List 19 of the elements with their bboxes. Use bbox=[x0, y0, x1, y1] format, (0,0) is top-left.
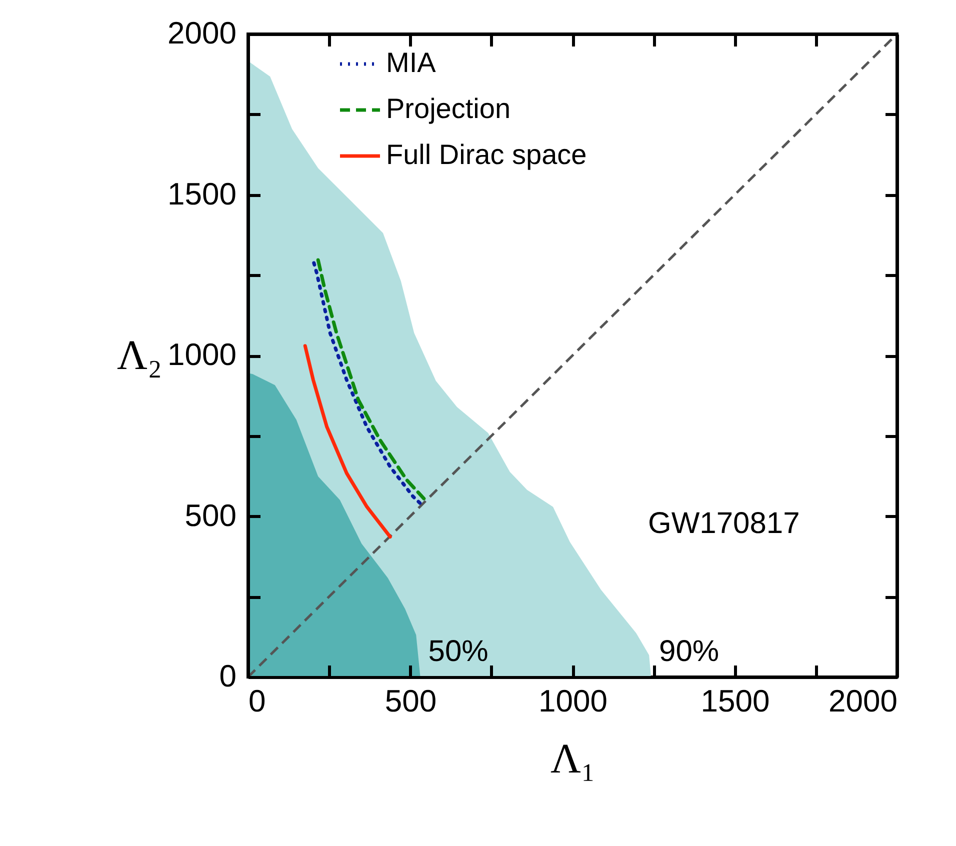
y-tick-label: 1000 bbox=[168, 337, 236, 372]
line-series bbox=[303, 344, 392, 539]
y-tick-label: 2000 bbox=[168, 16, 236, 50]
x-tick-label: 500 bbox=[384, 684, 437, 718]
legend-label: MIA bbox=[386, 47, 436, 78]
y-tick-label: 1500 bbox=[168, 176, 236, 212]
legend-label: Full Dirac space bbox=[386, 139, 587, 170]
x-tick-label: 2000 bbox=[828, 684, 898, 718]
y-axis-title: Λ₂ bbox=[116, 333, 162, 379]
x-tick-label: 0 bbox=[248, 684, 266, 718]
y-tick-label: 0 bbox=[219, 658, 236, 694]
x-axis-title: Λ₁ bbox=[550, 736, 596, 782]
y-tick-label: 500 bbox=[184, 498, 236, 533]
annotation: GW170817 bbox=[648, 507, 800, 540]
x-tick-label: 1500 bbox=[700, 684, 770, 718]
series-label: 50% bbox=[428, 635, 488, 668]
x-tick-label: 1000 bbox=[538, 684, 608, 718]
legend-label: Projection bbox=[386, 93, 511, 124]
series-label: 90% bbox=[659, 635, 720, 668]
